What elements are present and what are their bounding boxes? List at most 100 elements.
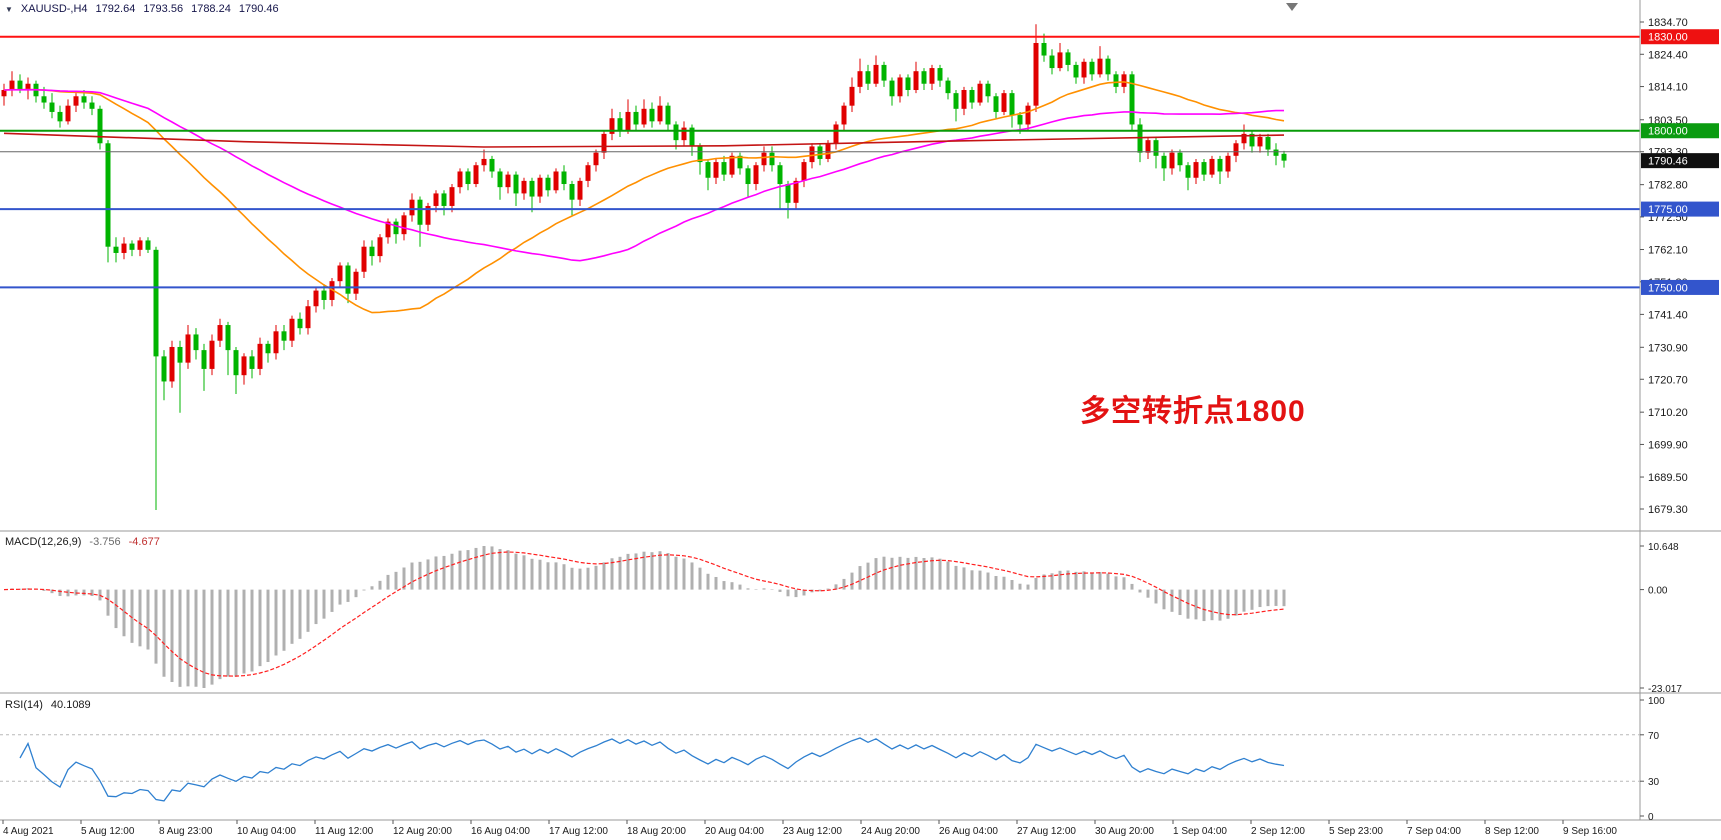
time-axis-label[interactable]: 27 Aug 12:00 [1017,826,1076,837]
moving-average-ma-magenta [3,88,1284,262]
time-axis-label[interactable]: 23 Aug 12:00 [783,826,842,837]
price-axis-label[interactable]: 1782.80 [1648,180,1688,192]
candle [817,146,823,159]
candle [1265,137,1271,150]
rsi-axis-label[interactable]: 0 [1648,812,1654,823]
candle [273,331,279,354]
candle [305,306,311,329]
candle [473,165,479,185]
time-axis-label[interactable]: 9 Sep 16:00 [1563,826,1617,837]
candle [457,171,463,188]
rsi-value: 40.1089 [50,699,91,711]
candle [721,162,727,175]
candle [513,174,519,194]
candle [1145,140,1151,153]
time-axis-label[interactable]: 10 Aug 04:00 [237,826,296,837]
price-axis-label[interactable]: 1741.40 [1648,309,1688,321]
candle [841,105,847,125]
candle [713,162,719,178]
time-axis-label[interactable]: 11 Aug 12:00 [315,826,374,837]
candle [809,146,815,163]
candle [777,165,783,185]
time-axis-label[interactable]: 30 Aug 20:00 [1095,826,1154,837]
candle [1217,158,1223,172]
rsi-axis-label[interactable]: 100 [1648,696,1665,707]
time-axis-label[interactable]: 24 Aug 20:00 [861,826,920,837]
candle [1,90,7,97]
time-axis-label[interactable]: 5 Sep 23:00 [1329,826,1383,837]
candle [689,127,695,147]
candle [1193,162,1199,178]
candle [617,118,623,131]
candle [601,133,607,153]
price-axis-label[interactable]: 1814.10 [1648,82,1688,94]
candle [1281,153,1287,161]
time-axis-label[interactable]: 2 Sep 12:00 [1251,826,1305,837]
time-axis-label[interactable]: 26 Aug 04:00 [939,826,998,837]
time-axis-label[interactable]: 17 Aug 12:00 [549,826,608,837]
time-axis-label[interactable]: 7 Sep 04:00 [1407,826,1461,837]
candle [65,105,71,122]
candle [1009,93,1015,116]
price-badge-label: 1830.00 [1648,32,1688,44]
candle [417,199,423,225]
macd-signal-value: -4.677 [128,536,160,548]
moving-average-ma-darkred [3,132,1285,148]
candle [145,240,151,250]
price-axis-label[interactable]: 1689.50 [1648,472,1688,484]
time-axis-label[interactable]: 12 Aug 20:00 [393,826,452,837]
price-axis-label[interactable]: 1720.70 [1648,374,1688,386]
price-axis-label[interactable]: 1730.90 [1648,342,1688,354]
time-axis-label[interactable]: 1 Sep 04:00 [1173,826,1227,837]
time-axis-label[interactable]: 18 Aug 20:00 [627,826,686,837]
time-axis-label[interactable]: 5 Aug 12:00 [81,826,135,837]
chart-annotation-text: 多空转折点1800 [1080,395,1306,428]
candle [1041,42,1047,56]
candle [81,96,87,103]
candle [1017,115,1023,125]
rsi-axis-label[interactable]: 70 [1648,731,1660,742]
candle [529,180,535,197]
candle [1225,155,1231,172]
candle [921,71,927,84]
candle [129,243,135,250]
price-axis-label[interactable]: 1710.20 [1648,407,1688,419]
candle [17,80,23,91]
rsi-axis-label[interactable]: 30 [1648,777,1660,788]
macd-axis-label[interactable]: 10.648 [1648,542,1679,553]
candle [657,105,663,122]
candle [1089,61,1095,75]
candle [297,318,303,329]
candle [1001,93,1007,112]
ohlc-low: 1788.24 [191,3,231,15]
price-axis-label[interactable]: 1762.10 [1648,245,1688,257]
time-axis-label[interactable]: 16 Aug 04:00 [471,826,530,837]
candle [1249,133,1255,147]
candle [881,64,887,81]
price-axis-label[interactable]: 1834.70 [1648,17,1688,29]
candle [441,193,447,206]
macd-axis-label[interactable]: 0.00 [1648,586,1668,597]
candle [697,146,703,163]
price-axis-label[interactable]: 1679.30 [1648,504,1688,516]
macd-axis-label[interactable]: -23.017 [1648,684,1682,695]
time-axis-label[interactable]: 8 Aug 23:00 [159,826,213,837]
time-axis-label[interactable]: 4 Aug 2021 [3,826,54,837]
chart-shift-marker-icon[interactable] [1286,3,1298,11]
time-axis-label[interactable]: 8 Sep 12:00 [1485,826,1539,837]
candle [857,71,863,87]
one-click-trading-collapse-icon[interactable]: ▼ [5,4,13,14]
candle [745,168,751,185]
candle [1057,52,1063,69]
ohlc-open: 1792.64 [95,3,136,15]
candle [897,77,903,97]
price-axis-label[interactable]: 1699.90 [1648,439,1688,451]
rsi-indicator-label: RSI(14) 40.1089 [5,699,91,711]
candle [377,237,383,257]
candle [1033,42,1039,106]
candle [1129,74,1135,125]
price-axis-label[interactable]: 1824.40 [1648,49,1688,61]
time-axis-label[interactable]: 20 Aug 04:00 [705,826,764,837]
